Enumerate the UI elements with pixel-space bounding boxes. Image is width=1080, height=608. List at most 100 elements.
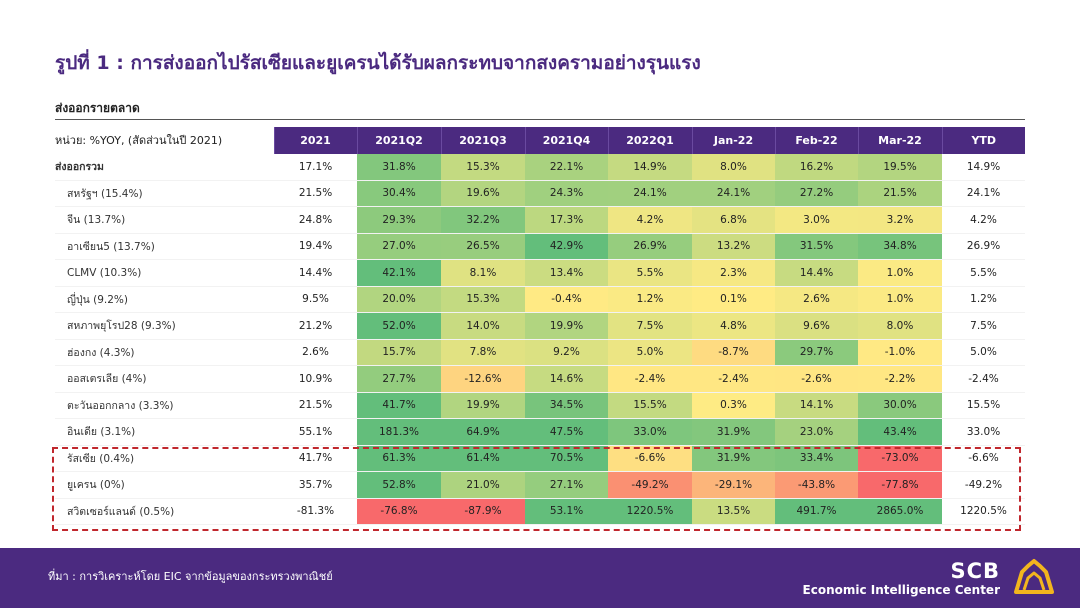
table-cell: 14.4% xyxy=(274,259,357,286)
table-cell: 5.0% xyxy=(608,339,692,366)
table-cell: 21.5% xyxy=(274,392,357,419)
table-cell: 1.2% xyxy=(608,286,692,313)
table-cell: 15.7% xyxy=(357,339,441,366)
table-cell: 34.8% xyxy=(858,233,942,260)
table-cell: 13.4% xyxy=(525,259,608,286)
row-label: ฮ่องกง (4.3%) xyxy=(67,346,135,359)
row-label: สวิตเซอร์แลนด์ (0.5%) xyxy=(67,505,175,518)
table-cell: 70.5% xyxy=(525,445,608,472)
table-row: ญี่ปุ่น (9.2%) 9.5% 20.0% 15.3% -0.4% 1.2% 0.1… xyxy=(55,286,1025,313)
table-cell: 3.0% xyxy=(775,206,858,233)
table-cell: 33.4% xyxy=(775,445,858,472)
table-cell: 1.0% xyxy=(858,286,942,313)
table-cell: 27.7% xyxy=(357,365,441,392)
footer-bar: ที่มา : การวิเคราะห์โดย EIC จากข้อมูลของ… xyxy=(0,548,1080,608)
table-row: CLMV (10.3%) 14.4% 42.1% 8.1% 13.4% 5.5% 2.3% 1… xyxy=(55,259,1025,286)
table-cell: 1.2% xyxy=(942,286,1025,313)
table-cell: 8.0% xyxy=(858,312,942,339)
table-cell: 2.6% xyxy=(775,286,858,313)
table-cell: -2.6% xyxy=(775,365,858,392)
table-cell: 10.9% xyxy=(274,365,357,392)
table-cell: 34.5% xyxy=(525,392,608,419)
table-cell: 41.7% xyxy=(274,445,357,472)
brand-subtitle: Economic Intelligence Center xyxy=(802,583,1000,597)
table-cell: -87.9% xyxy=(441,498,525,525)
table-cell: 29.7% xyxy=(775,339,858,366)
table-cell: 42.1% xyxy=(357,259,441,286)
table-cell: 14.9% xyxy=(608,153,692,180)
table-cell: -29.1% xyxy=(692,471,775,498)
table-row: สหภาพยุโรป28 (9.3%) 21.2% 52.0% 14.0% 19.9% 7… xyxy=(55,312,1025,339)
table-cell: 7.5% xyxy=(608,312,692,339)
row-label: รัสเซีย (0.4%) xyxy=(67,452,135,465)
table-cell: 30.0% xyxy=(858,392,942,419)
table-cell: 27.2% xyxy=(775,180,858,207)
table-cell: 21.0% xyxy=(441,471,525,498)
table-header-row: หน่วย: %YOY, (สัดส่วนในปี 2021) 2021 202… xyxy=(55,127,1025,154)
column-header: 2021Q3 xyxy=(440,127,525,154)
table-cell: 61.4% xyxy=(441,445,525,472)
row-label: ส่งออกรวม xyxy=(55,161,104,173)
table-cell: -1.0% xyxy=(858,339,942,366)
table-cell: 23.0% xyxy=(775,418,858,445)
table-cell: 2.6% xyxy=(274,339,357,366)
subtitle-divider xyxy=(55,119,1025,120)
table-cell: 43.4% xyxy=(858,418,942,445)
table-cell: 24.1% xyxy=(692,180,775,207)
table-cell: -49.2% xyxy=(942,471,1025,498)
table-cell: 19.4% xyxy=(274,233,357,260)
table-cell: 16.2% xyxy=(775,153,858,180)
table-row: ยูเครน (0%) 35.7% 52.8% 21.0% 27.1% -49.2% -29… xyxy=(55,471,1025,498)
table-cell: -12.6% xyxy=(441,365,525,392)
table-cell: 15.3% xyxy=(441,153,525,180)
table-cell: 26.9% xyxy=(942,233,1025,260)
table-row: จีน (13.7%) 24.8% 29.3% 32.2% 17.3% 4.2% 6.8% 3… xyxy=(55,206,1025,233)
table-cell: 491.7% xyxy=(775,498,858,525)
table-cell: 0.3% xyxy=(692,392,775,419)
table-cell: 33.0% xyxy=(942,418,1025,445)
table-cell: -6.6% xyxy=(608,445,692,472)
table-cell: 8.1% xyxy=(441,259,525,286)
table-cell: 24.1% xyxy=(608,180,692,207)
table-cell: -2.4% xyxy=(942,365,1025,392)
table-cell: 26.5% xyxy=(441,233,525,260)
table-cell: 41.7% xyxy=(357,392,441,419)
table-cell: 8.0% xyxy=(692,153,775,180)
table-row: สวิตเซอร์แลนด์ (0.5%) -81.3% -76.8% -87.9% 5… xyxy=(55,498,1025,525)
table-cell: 5.5% xyxy=(608,259,692,286)
table-cell: 19.5% xyxy=(858,153,942,180)
table-cell: -2.2% xyxy=(858,365,942,392)
table-cell: 61.3% xyxy=(357,445,441,472)
table-cell: 15.5% xyxy=(608,392,692,419)
table-cell: 4.2% xyxy=(608,206,692,233)
table-cell: 24.3% xyxy=(525,180,608,207)
unit-label: หน่วย: %YOY, (สัดส่วนในปี 2021) xyxy=(55,127,274,154)
column-header: 2022Q1 xyxy=(607,127,692,154)
table-cell: 14.6% xyxy=(525,365,608,392)
table-cell: 52.8% xyxy=(357,471,441,498)
row-label: CLMV (10.3%) xyxy=(67,266,142,279)
export-growth-table: หน่วย: %YOY, (สัดส่วนในปี 2021) 2021 202… xyxy=(55,127,1025,525)
table-cell: -77.8% xyxy=(858,471,942,498)
row-label: สหรัฐฯ (15.4%) xyxy=(67,187,143,200)
table-row: อินเดีย (3.1%) 55.1% 181.3% 64.9% 47.5% 33.0%… xyxy=(55,418,1025,445)
table-row: ตะวันออกกลาง (3.3%) 21.5% 41.7% 19.9% 34.5% 1… xyxy=(55,392,1025,419)
column-header: YTD xyxy=(941,127,1025,154)
table-cell: 14.9% xyxy=(942,153,1025,180)
table-cell: -2.4% xyxy=(692,365,775,392)
table-cell: 7.8% xyxy=(441,339,525,366)
table-cell: 1220.5% xyxy=(942,498,1025,525)
page-title: รูปที่ 1 : การส่งออกไปรัสเซียและยูเครนได… xyxy=(55,52,701,74)
table-cell: 21.5% xyxy=(274,180,357,207)
table-cell: 17.3% xyxy=(525,206,608,233)
table-cell: 31.5% xyxy=(775,233,858,260)
column-header: 2021Q4 xyxy=(524,127,608,154)
table-row: รัสเซีย (0.4%) 41.7% 61.3% 61.4% 70.5% -6.6% 3… xyxy=(55,445,1025,472)
table-cell: 13.5% xyxy=(692,498,775,525)
table-cell: 20.0% xyxy=(357,286,441,313)
table-cell: 27.0% xyxy=(357,233,441,260)
table-cell: 2865.0% xyxy=(858,498,942,525)
table-cell: 3.2% xyxy=(858,206,942,233)
table-cell: 14.0% xyxy=(441,312,525,339)
table-cell: -49.2% xyxy=(608,471,692,498)
